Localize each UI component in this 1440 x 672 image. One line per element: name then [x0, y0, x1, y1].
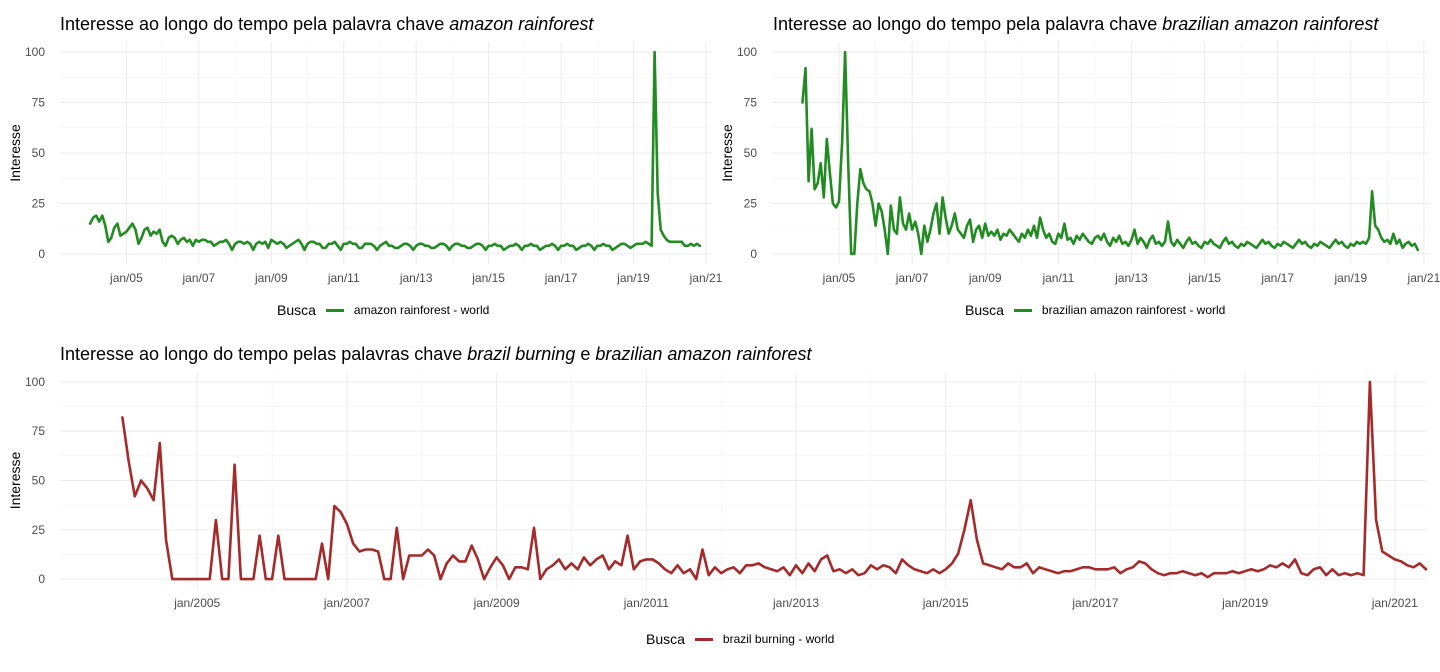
x-tick-label: jan/07	[182, 271, 216, 285]
y-tick-label: 50	[32, 474, 46, 488]
legend-key	[1013, 308, 1032, 312]
chart-title: Interesse ao longo do tempo pela palavra…	[60, 14, 593, 35]
x-tick-label: jan/2017	[1071, 596, 1118, 610]
x-tick-label: jan/2009	[473, 596, 520, 610]
x-tick-label: jan/15	[471, 271, 505, 285]
y-tick-label: 100	[25, 45, 45, 59]
x-tick-label: jan/2019	[1221, 596, 1268, 610]
x-tick-label: jan/09	[254, 271, 288, 285]
x-tick-label: jan/17	[544, 271, 578, 285]
y-axis-label: Interesse	[719, 124, 735, 182]
x-tick-label: jan/2021	[1371, 596, 1418, 610]
y-tick-label: 50	[32, 146, 46, 160]
y-tick-label: 25	[32, 196, 46, 210]
legend-key	[694, 637, 713, 641]
y-tick-label: 0	[750, 247, 757, 261]
y-tick-label: 25	[744, 196, 758, 210]
x-tick-label: jan/11	[1041, 271, 1074, 285]
legend-label: brazilian amazon rainforest - world	[1041, 303, 1226, 317]
y-tick-label: 25	[32, 523, 46, 537]
legend-label: brazil burning - world	[722, 632, 835, 646]
chart-title-prefix: Interesse ao longo do tempo pela palavra…	[60, 14, 450, 34]
series-line	[88, 50, 702, 252]
x-tick-label: jan/2005	[173, 596, 220, 610]
legend-label: amazon rainforest - world	[353, 303, 490, 317]
x-tick-label: jan/2013	[772, 596, 819, 610]
chart-title-keyword: amazon rainforest	[449, 14, 594, 34]
y-axis-label: Interesse	[7, 451, 23, 509]
x-tick-label: jan/19	[616, 271, 650, 285]
x-tick-label: jan/15	[1187, 271, 1221, 285]
chart-panel-amazon-rainforest: Interesse ao longo do tempo pela palavra…	[0, 0, 723, 335]
chart-legend: Busca brazilian amazon rainforest - worl…	[965, 302, 1225, 318]
legend-title: Busca	[646, 631, 685, 647]
chart-title-keyword: brazilian amazon rainforest	[1162, 14, 1379, 34]
y-axis-label: Interesse	[7, 124, 23, 182]
chart-title: Interesse ao longo do tempo pelas palavr…	[60, 344, 811, 365]
x-tick-label: jan/2007	[323, 596, 370, 610]
y-tick-label: 75	[32, 96, 46, 110]
chart-panel-brazilian-amazon-rainforest: Interesse ao longo do tempo pela palavra…	[713, 0, 1440, 335]
x-tick-label: jan/11	[327, 271, 360, 285]
chart-title-keyword: brazilian amazon rainforest	[595, 344, 812, 364]
legend-title: Busca	[965, 302, 1004, 318]
y-tick-label: 0	[38, 572, 45, 586]
x-tick-label: jan/05	[822, 271, 856, 285]
chart-title-prefix: Interesse ao longo do tempo pelas palavr…	[60, 344, 468, 364]
chart-plot: 0 25 50 75 100 jan/2005 jan/2007 jan/2009 jan/20…	[7, 372, 1428, 610]
y-tick-label: 100	[737, 45, 757, 59]
x-tick-label: jan/05	[109, 271, 143, 285]
legend-title: Busca	[277, 302, 316, 318]
x-tick-label: jan/2011	[623, 596, 669, 610]
chart-plot: 0 25 50 75 100 jan/05 jan/07 jan/09 jan/11 jan/13…	[7, 42, 723, 285]
x-tick-label: jan/21	[1407, 271, 1440, 285]
chart-panel-brazil-burning: Interesse ao longo do tempo pelas palavr…	[0, 335, 1440, 672]
series-line	[801, 50, 1420, 256]
legend-key	[325, 308, 344, 312]
x-tick-label: jan/13	[399, 271, 433, 285]
x-tick-label: jan/19	[1333, 271, 1367, 285]
chart-title-keyword: brazil burning	[467, 344, 576, 364]
chart-legend: Busca amazon rainforest - world	[277, 302, 489, 318]
x-tick-label: jan/17	[1260, 271, 1294, 285]
chart-title: Interesse ao longo do tempo pela palavra…	[773, 14, 1378, 35]
y-tick-label: 75	[32, 424, 46, 438]
chart-legend: Busca brazil burning - world	[646, 631, 834, 647]
series-line	[121, 380, 1428, 581]
y-tick-label: 75	[744, 96, 758, 110]
chart-title-prefix: Interesse ao longo do tempo pela palavra…	[773, 14, 1163, 34]
x-tick-label: jan/21	[689, 271, 723, 285]
y-tick-label: 100	[25, 375, 45, 389]
y-tick-label: 0	[38, 247, 45, 261]
x-tick-label: jan/13	[1114, 271, 1148, 285]
x-tick-label: jan/2015	[922, 596, 969, 610]
x-tick-label: jan/09	[968, 271, 1002, 285]
x-tick-label: jan/07	[895, 271, 929, 285]
chart-title-conjunction: e	[575, 344, 596, 364]
chart-plot: 0 25 50 75 100 jan/05 jan/07 jan/09 jan/11 jan/13…	[719, 42, 1440, 285]
y-tick-label: 50	[744, 146, 758, 160]
